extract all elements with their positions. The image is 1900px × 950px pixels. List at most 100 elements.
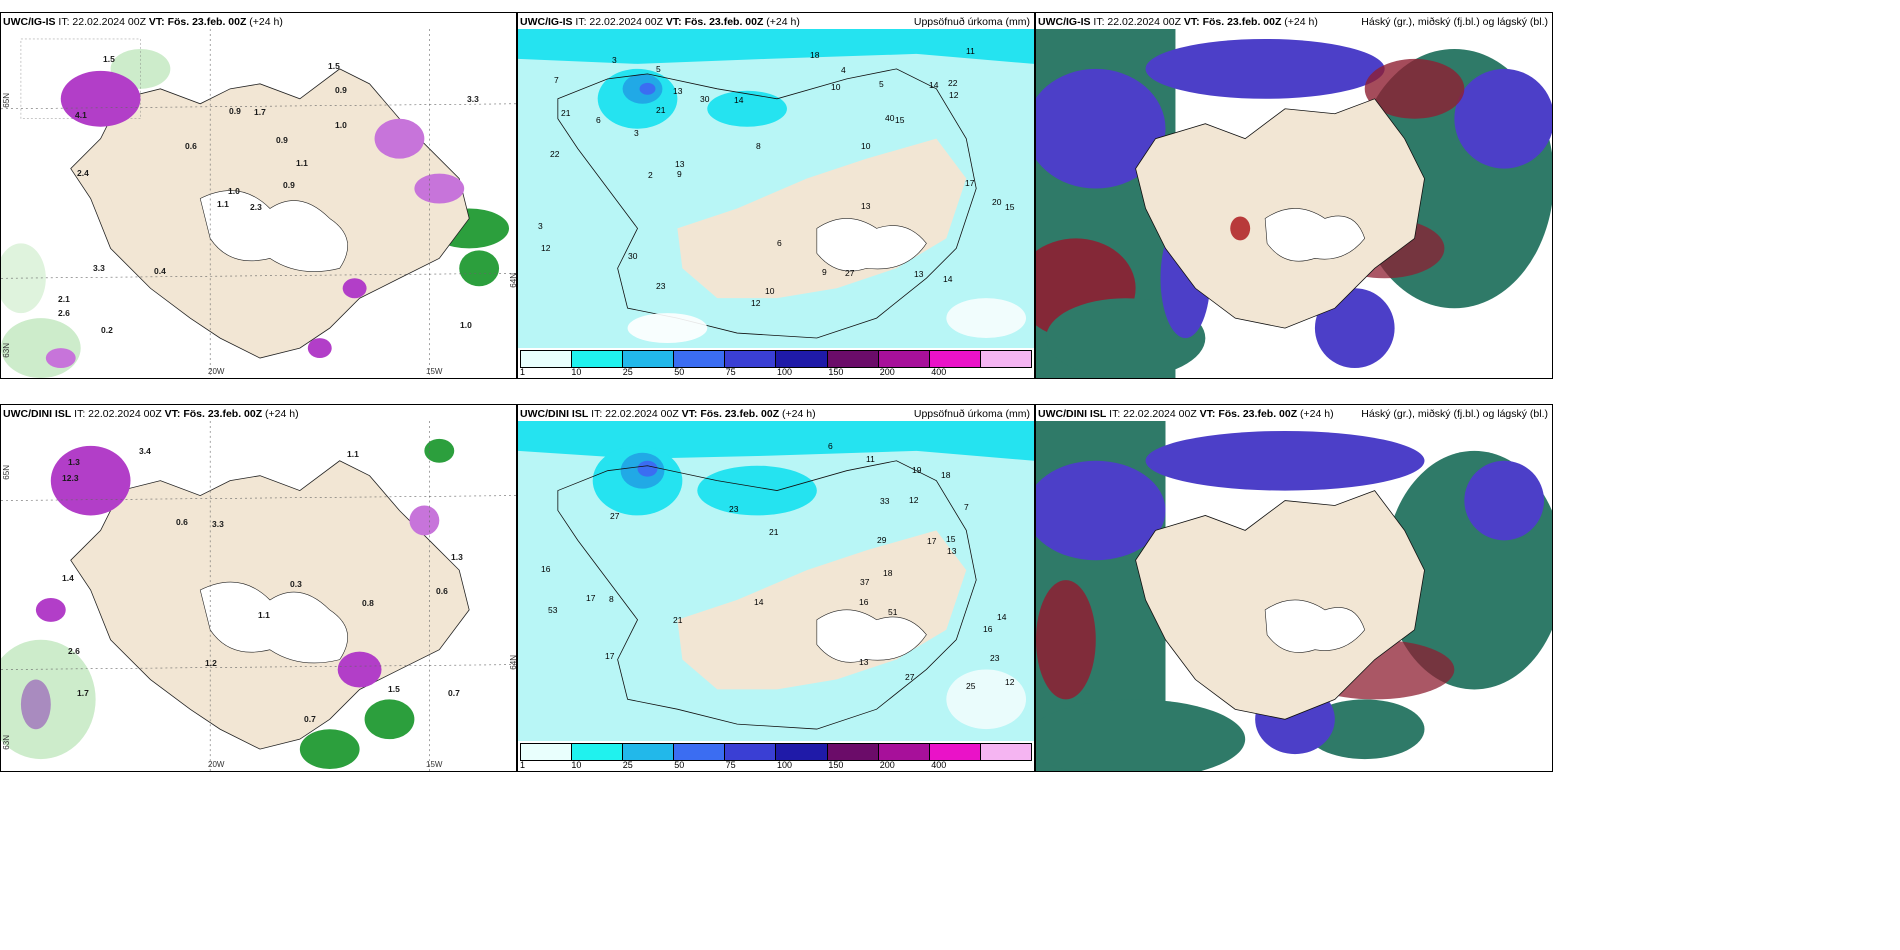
map-value-label: 1.4 [62,573,74,583]
map-value-label: 3 [612,55,617,65]
map-value-label: 0.6 [176,517,188,527]
lon-label: 20W [208,760,225,769]
cloud-map [1036,29,1552,378]
lat-label: 64N [509,273,517,288]
map-value-label: 1.5 [328,61,340,71]
map-value-label: 2.3 [250,202,262,212]
map-value-label: 21 [673,615,683,625]
colorbar-tick-label: 1 [520,760,526,770]
colorbar-tick-label: 400 [931,367,947,377]
panel-header: UWC/IG-IS IT: 22.02.2024 00Z VT: Fös. 23… [3,16,283,28]
colorbar-swatch [929,351,981,367]
map-value-label: 29 [877,535,887,545]
map-value-label: 1.2 [205,658,217,668]
map-value-label: 1.5 [103,54,115,64]
map-value-label: 0.8 [362,598,374,608]
cloud-title: Háský (gr.), miðský (fj.bl.) og lágský (… [1361,408,1548,420]
cloud-map [1036,421,1552,771]
map-value-label: 1.1 [347,449,359,459]
colorbar-tick-label: 200 [879,367,895,377]
map-value-label: 7 [554,75,559,85]
map-value-label: 0.6 [436,586,448,596]
precip-map [518,421,1034,741]
precip-map [518,29,1034,348]
lat-label: 65N [2,465,11,480]
map-value-label: 18 [941,470,951,480]
map-value-label: 5 [879,79,884,89]
precip-colorbar: 1 10 25 50 75 100 150 200 400 [518,741,1034,771]
colorbar-swatch [827,351,879,367]
colorbar-swatch [929,744,981,760]
map-value-label: 4.1 [75,110,87,120]
map-value-label: 9 [677,169,682,179]
map-value-label: 11 [866,454,875,464]
map-value-label: 2.4 [77,168,89,178]
precip-title: Uppsöfnuð úrkoma (mm) [913,16,1030,28]
map-value-label: 14 [734,95,744,105]
colorbar-swatch [725,351,777,367]
colorbar-tick-label: 150 [828,367,844,377]
panel-header: UWC/DINI ISL IT: 22.02.2024 00Z VT: Fös.… [520,408,816,420]
map-value-label: 13 [861,201,871,211]
colorbar-tick-label: 75 [725,367,736,377]
map-value-label: 1.1 [296,158,308,168]
map-value-label: 20 [992,197,1002,207]
map-value-label: 12 [541,243,551,253]
map-value-label: 18 [883,568,893,578]
colorbar-swatch [521,744,573,760]
colorbar-swatch [878,744,930,760]
precip-panel-row1: UWC/IG-IS IT: 22.02.2024 00Z VT: Fös. 23… [517,12,1035,379]
lon-label: 15W [426,760,443,769]
map-value-label: 15 [946,534,956,544]
lon-label: 15W [426,367,443,376]
map-value-label: 23 [990,653,1000,663]
colorbar-swatch [980,351,1031,367]
precip-title: Uppsöfnuð úrkoma (mm) [913,408,1030,420]
lat-label: 63N [2,343,11,358]
map-value-label: 0.4 [154,266,166,276]
map-value-label: 1.7 [77,688,89,698]
precip-colorbar: 1 10 25 50 75 100 150 200 400 [518,348,1034,378]
colorbar-swatch [572,744,624,760]
panel-header: UWC/IG-IS IT: 22.02.2024 00Z VT: Fös. 23… [1038,16,1318,28]
colorbar-tick-label: 150 [828,760,844,770]
map-value-label: 23 [729,504,739,514]
map-value-label: 16 [859,597,869,607]
panel-header: UWC/DINI ISL IT: 22.02.2024 00Z VT: Fös.… [1038,408,1334,420]
map-value-label: 1.1 [217,199,229,209]
map-value-label: 1.0 [460,320,472,330]
colorbar-tick-label: 25 [622,367,633,377]
map-value-label: 3 [634,128,639,138]
colorbar-swatch [521,351,573,367]
map-value-label: 8 [609,594,614,604]
map-value-label: 21 [561,108,571,118]
map-value-label: 22 [550,149,560,159]
cloud-title: Háský (gr.), miðský (fj.bl.) og lágský (… [1361,16,1548,28]
panel-header: UWC/DINI ISL IT: 22.02.2024 00Z VT: Fös.… [3,408,299,420]
map-value-label: 10 [831,82,841,92]
map-value-label: 10 [765,286,775,296]
map-value-label: 2.6 [68,646,80,656]
map-value-label: 13 [673,86,683,96]
map-value-label: 0.9 [335,85,347,95]
map-value-label: 0.6 [185,141,197,151]
map-value-label: 3 [538,221,543,231]
map-value-label: 30 [700,94,710,104]
colorbar-swatch [776,351,828,367]
map-value-label: 0.7 [304,714,316,724]
map-value-label: 8 [756,141,761,151]
map-value-label: 3.3 [93,263,105,273]
map-value-label: 17 [965,178,975,188]
map-value-label: 13 [947,546,957,556]
map-value-label: 33 [880,496,890,506]
map-value-label: 16 [541,564,551,574]
map-value-label: 1.5 [388,684,400,694]
panel-header: UWC/IG-IS IT: 22.02.2024 00Z VT: Fös. 23… [520,16,800,28]
map-value-label: 21 [656,105,666,115]
map-value-label: 13 [859,657,869,667]
map-value-label: 1.7 [254,107,266,117]
colorbar-tick-label: 200 [879,760,895,770]
colorbar-swatch [623,744,675,760]
map-value-label: 3.3 [467,94,479,104]
colorbar-tick-label: 50 [674,367,685,377]
